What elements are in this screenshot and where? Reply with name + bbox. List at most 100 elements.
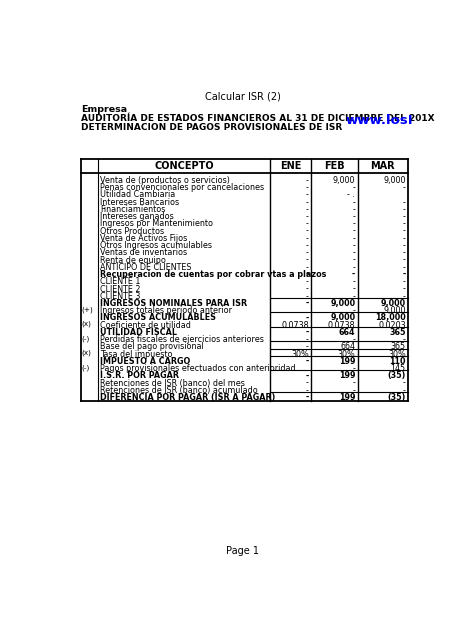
- Text: CONCEPTO: CONCEPTO: [154, 161, 214, 171]
- Text: 18,000: 18,000: [375, 313, 406, 322]
- Text: IMPUESTO A CARGO: IMPUESTO A CARGO: [100, 357, 191, 366]
- Text: (+): (+): [82, 307, 93, 313]
- Text: -: -: [353, 284, 356, 293]
- Text: 30%: 30%: [337, 349, 356, 358]
- Text: -: -: [306, 313, 309, 322]
- Text: DETERMINACION DE PAGOS PROVISIONALES DE ISR: DETERMINACION DE PAGOS PROVISIONALES DE …: [81, 123, 342, 132]
- Text: (-): (-): [82, 364, 90, 370]
- Text: 664: 664: [340, 343, 356, 351]
- Text: -: -: [353, 234, 356, 243]
- Text: -: -: [353, 292, 356, 301]
- Text: 9,000: 9,000: [383, 176, 406, 185]
- Text: UTILIDAD FISCAL: UTILIDAD FISCAL: [100, 328, 177, 337]
- Text: -: -: [353, 335, 356, 344]
- Text: - .: - .: [347, 190, 356, 200]
- Text: -: -: [306, 357, 309, 366]
- Text: 30%: 30%: [291, 349, 309, 358]
- Text: -: -: [353, 379, 356, 387]
- Text: -: -: [306, 393, 309, 402]
- Text: Ingresos por Mantenimiento: Ingresos por Mantenimiento: [100, 219, 213, 228]
- Text: Retenciones de ISR (banco) acumulado: Retenciones de ISR (banco) acumulado: [100, 386, 258, 395]
- Text: Perdidas fiscales de ejercicios anteriores: Perdidas fiscales de ejercicios anterior…: [100, 335, 264, 344]
- Text: -: -: [306, 372, 309, 380]
- Text: DIFERENCIA POR PAGAR (ISR A PAGAR): DIFERENCIA POR PAGAR (ISR A PAGAR): [100, 393, 276, 402]
- Text: ANTICIPO DE CLIENTES: ANTICIPO DE CLIENTES: [100, 263, 192, 272]
- Text: ENE: ENE: [280, 161, 301, 171]
- Text: -: -: [353, 255, 356, 265]
- Text: Retenciones de ISR (banco) del mes: Retenciones de ISR (banco) del mes: [100, 379, 245, 387]
- Text: -: -: [353, 227, 356, 236]
- Text: -: -: [353, 205, 356, 214]
- Text: Penas convencionales por cancelaciones: Penas convencionales por cancelaciones: [100, 183, 264, 192]
- Text: -: -: [403, 284, 406, 293]
- Text: I.S.R. POR PAGAR: I.S.R. POR PAGAR: [100, 372, 179, 380]
- Text: 145: 145: [391, 364, 406, 373]
- Text: 365: 365: [389, 328, 406, 337]
- Text: -: -: [306, 292, 309, 301]
- Text: -: -: [306, 379, 309, 387]
- Text: 664: 664: [339, 328, 356, 337]
- Text: INGRESOS ACUMULABLES: INGRESOS ACUMULABLES: [100, 313, 216, 322]
- Text: 9,000: 9,000: [381, 299, 406, 308]
- Text: Empresa: Empresa: [81, 105, 127, 114]
- Text: (x): (x): [82, 349, 91, 356]
- Text: -: -: [403, 379, 406, 387]
- Text: Otros Productos: Otros Productos: [100, 227, 164, 236]
- Text: Pagos provisionales efectuados con anterioridad: Pagos provisionales efectuados con anter…: [100, 364, 296, 373]
- Text: 30%: 30%: [388, 349, 406, 358]
- Text: CLIENTE 3: CLIENTE 3: [100, 292, 141, 301]
- Text: -: -: [306, 299, 309, 308]
- Text: (35): (35): [387, 393, 406, 402]
- Text: Tasa del impuesto: Tasa del impuesto: [100, 349, 173, 358]
- Text: -: -: [403, 255, 406, 265]
- Text: -: -: [403, 335, 406, 344]
- Text: Recuperacion de cuentas por cobrar vtas a plazos: Recuperacion de cuentas por cobrar vtas …: [100, 270, 327, 279]
- Text: Page 1: Page 1: [227, 545, 259, 556]
- Text: -: -: [403, 277, 406, 286]
- Text: -: -: [306, 183, 309, 192]
- Text: -: -: [306, 241, 309, 250]
- Text: -: -: [402, 270, 406, 279]
- Text: 0.0203: 0.0203: [378, 320, 406, 330]
- Text: -: -: [403, 263, 406, 272]
- Text: -: -: [353, 183, 356, 192]
- Text: -: -: [306, 212, 309, 221]
- Text: -: -: [306, 205, 309, 214]
- Text: 199: 199: [339, 372, 356, 380]
- Text: 0.0738: 0.0738: [328, 320, 356, 330]
- Text: 199: 199: [339, 357, 356, 366]
- Text: -: -: [353, 212, 356, 221]
- Text: -: -: [306, 284, 309, 293]
- Text: -: -: [403, 234, 406, 243]
- Text: Intereses Bancarios: Intereses Bancarios: [100, 198, 180, 207]
- Text: -: -: [306, 219, 309, 228]
- Text: -: -: [353, 364, 356, 373]
- Text: -: -: [353, 198, 356, 207]
- Text: -: -: [353, 263, 356, 272]
- Text: Coeficiente de utilidad: Coeficiente de utilidad: [100, 320, 191, 330]
- Text: -: -: [306, 234, 309, 243]
- Text: Financiamientos: Financiamientos: [100, 205, 166, 214]
- Text: 110: 110: [389, 357, 406, 366]
- Text: -: -: [306, 343, 309, 351]
- Text: Utilidad Cambiaria: Utilidad Cambiaria: [100, 190, 175, 200]
- Text: Calcular ISR (2): Calcular ISR (2): [205, 91, 281, 101]
- Text: -: -: [306, 198, 309, 207]
- Text: -: -: [403, 241, 406, 250]
- Text: Ingresos totales periodo anterior: Ingresos totales periodo anterior: [100, 307, 232, 315]
- Text: -: -: [403, 212, 406, 221]
- Text: -: -: [353, 241, 356, 250]
- Text: 365: 365: [391, 343, 406, 351]
- Text: -: -: [306, 176, 309, 185]
- Text: -: -: [353, 307, 356, 315]
- Text: CLIENTE 2: CLIENTE 2: [100, 284, 141, 293]
- Text: -: -: [306, 386, 309, 395]
- Text: www.losI: www.losI: [346, 114, 414, 127]
- Text: CLIENTE 1: CLIENTE 1: [100, 277, 141, 286]
- Text: -: -: [306, 248, 309, 257]
- Text: -: -: [353, 248, 356, 257]
- Text: Intereses ganados: Intereses ganados: [100, 212, 174, 221]
- Text: -: -: [353, 277, 356, 286]
- Text: -: -: [403, 292, 406, 301]
- Text: 9,000: 9,000: [383, 307, 406, 315]
